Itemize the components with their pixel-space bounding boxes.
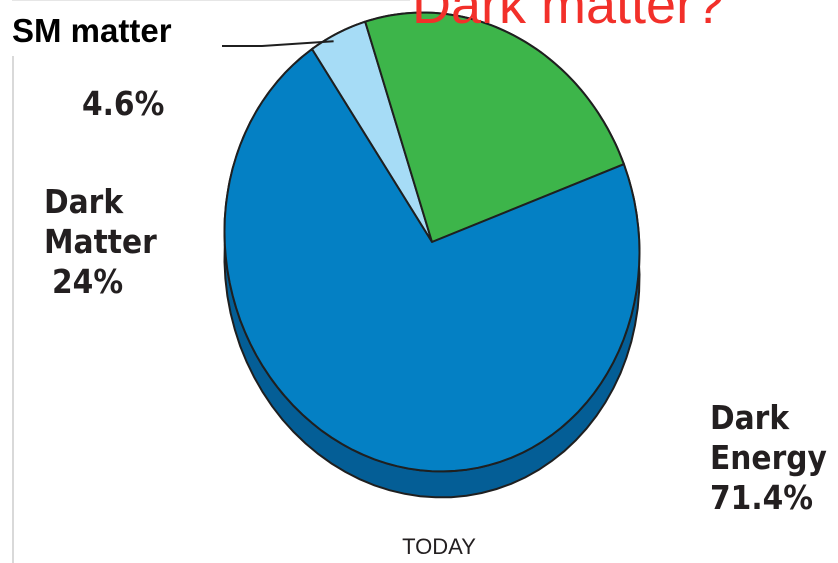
dark-matter-value-label: 24%	[52, 262, 124, 301]
top-rule	[12, 0, 410, 1]
sm-matter-slice	[311, 20, 433, 243]
dark-energy-label-line2: Energy	[710, 438, 827, 477]
pie-top-face	[223, 11, 641, 473]
dark-matter-label: Dark Matter 24%	[44, 182, 157, 302]
left-rule	[12, 56, 14, 563]
dark-energy-label-line1: Dark	[710, 398, 790, 437]
dark-matter-label-line1: Dark	[44, 182, 124, 221]
dark-energy-value-label: 71.4%	[710, 478, 813, 517]
callout-leader	[222, 40, 334, 47]
slide-title: Dark matter?	[412, 0, 725, 35]
chart-caption: TODAY	[402, 534, 476, 559]
dark-matter-label-line2: Matter	[44, 222, 157, 261]
sm-matter-value-label: 4.6%	[82, 84, 165, 123]
sm-matter-callout-label: SM matter	[10, 12, 178, 50]
dark-energy-slice	[223, 48, 641, 473]
sm-matter-leader-line	[222, 40, 334, 47]
dark-energy-label: Dark Energy 71.4%	[710, 398, 827, 518]
dark-matter-slice	[364, 11, 625, 243]
